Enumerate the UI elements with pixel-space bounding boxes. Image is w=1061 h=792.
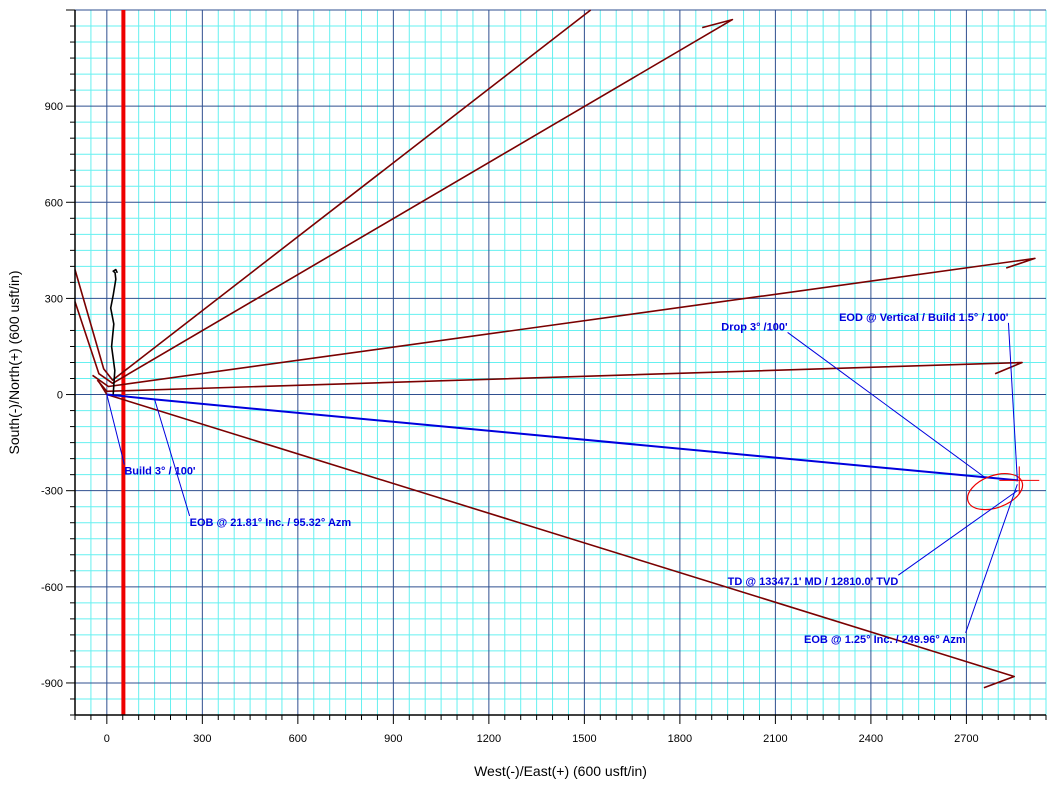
x-axis-title: West(-)/East(+) (600 usft/in) [474,763,647,779]
annotation-leader [154,399,191,517]
x-tick-label: 1200 [477,733,501,745]
x-tick-label: 1800 [668,733,692,745]
annotation-label: EOB @ 1.25° Inc. / 249.96° Azm [804,634,966,646]
offset-well-line [92,257,1036,388]
axes [66,9,1047,724]
annotation-label: EOD @ Vertical / Build 1.5° / 100' [839,312,1009,324]
x-tick-label: 0 [104,733,110,745]
y-axis-title: South(-)/North(+) (600 usft/in) [6,270,22,454]
annotation-leader [787,332,986,479]
annotation-label: EOB @ 21.81° Inc. / 95.32° Azm [190,517,352,529]
offset-well-line [74,18,734,385]
x-tick-label: 2100 [763,733,787,745]
major-grid [75,9,1046,715]
y-tick-label: -300 [41,486,63,498]
offset-well-line [96,361,1023,393]
annotation-label: Build 3° / 100' [124,466,196,478]
x-tick-label: 1500 [572,733,596,745]
x-tick-label: 2700 [954,733,978,745]
x-tick-label: 900 [384,733,402,745]
target-circle [966,473,1024,511]
x-tick-label: 2400 [859,733,883,745]
minor-grid [74,10,1047,716]
x-tick-label: 300 [193,733,211,745]
y-tick-label: -900 [41,678,63,690]
annotation-leader [965,484,1018,634]
annotation-leader [106,394,125,465]
annotation-label: Drop 3° /100' [721,321,788,333]
offset-well-line [98,381,1016,689]
annotation-leader [898,490,1018,576]
offset-well-line [74,9,592,381]
annotation-layer: Build 3° / 100' EOB @ 21.81° Inc. / 95.32… [106,312,1018,646]
y-tick-label: -600 [41,582,63,594]
tick-labels: 0 300 600 900 1200 1500 1800 2100 2400 2700 -900 -6… [41,101,979,745]
annotation-label: TD @ 13347.1' MD / 12810.0' TVD [728,576,899,588]
y-tick-label: 0 [57,390,63,402]
x-tick-label: 600 [289,733,307,745]
y-tick-label: 900 [45,101,63,113]
annotation-leader [1007,322,1018,481]
actual-well-line [109,268,119,395]
y-tick-label: 300 [45,293,63,305]
y-tick-label: 600 [45,197,63,209]
